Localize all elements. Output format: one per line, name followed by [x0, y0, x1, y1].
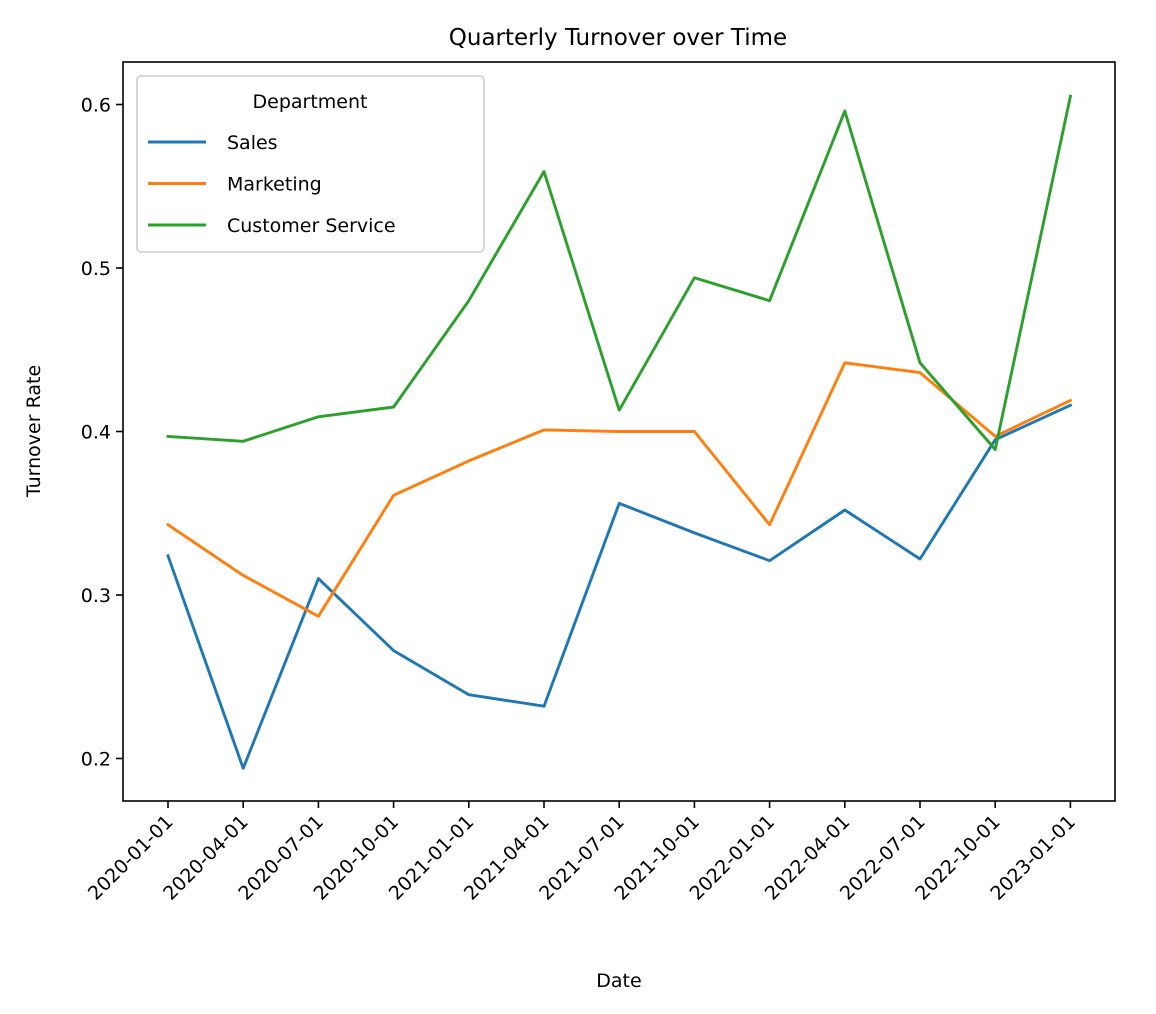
data-point-marketing [392, 493, 396, 497]
x-axis: 2020-01-012020-04-012020-07-012020-10-01… [84, 801, 1080, 905]
data-point-marketing [467, 459, 471, 463]
y-axis: 0.2 0.3 0.4 0.5 0.6 [81, 95, 123, 770]
data-point-marketing [241, 573, 245, 577]
series-layer [165, 94, 1073, 770]
data-point-marketing [542, 428, 546, 432]
y-tick-label: 0.4 [81, 422, 111, 444]
data-point-sales [316, 577, 320, 581]
data-point-customer-service [241, 439, 245, 443]
data-point-marketing [316, 614, 320, 618]
data-point-customer-service [467, 299, 471, 303]
data-point-sales [467, 693, 471, 697]
data-point-sales [166, 554, 170, 558]
series-line-marketing [165, 361, 1073, 618]
data-point-sales [241, 766, 245, 770]
legend-title: Department [253, 91, 368, 113]
data-point-sales [692, 531, 696, 535]
data-point-marketing [1068, 398, 1072, 402]
legend-label-sales: Sales [227, 132, 278, 154]
data-point-customer-service [692, 276, 696, 280]
data-point-marketing [692, 430, 696, 434]
data-point-sales [542, 704, 546, 708]
y-axis-label: Turnover Rate [23, 365, 45, 498]
data-point-sales [1068, 403, 1072, 407]
data-point-customer-service [542, 170, 546, 174]
series-line-sales [166, 403, 1073, 770]
data-point-marketing [918, 371, 922, 375]
data-point-customer-service [1068, 94, 1072, 98]
series-line-customer-service [166, 94, 1073, 451]
data-point-customer-service [316, 415, 320, 419]
data-point-marketing [617, 430, 621, 434]
data-point-sales [768, 559, 772, 563]
data-point-customer-service [768, 299, 772, 303]
y-tick-label: 0.6 [81, 95, 111, 117]
data-point-customer-service [392, 405, 396, 409]
data-point-sales [392, 649, 396, 653]
chart-title: Quarterly Turnover over Time [449, 25, 787, 51]
data-point-marketing [768, 523, 772, 527]
data-point-customer-service [993, 447, 997, 451]
data-point-customer-service [843, 109, 847, 113]
data-point-marketing [843, 361, 847, 365]
y-tick-label: 0.2 [81, 748, 111, 770]
data-point-sales [617, 501, 621, 505]
legend-label-marketing: Marketing [227, 174, 322, 196]
y-tick-label: 0.3 [81, 585, 111, 607]
data-point-customer-service [617, 408, 621, 412]
data-point-sales [918, 557, 922, 561]
legend-box [136, 75, 485, 253]
data-point-customer-service [918, 361, 922, 365]
data-point-marketing [166, 523, 170, 527]
y-tick-label: 0.5 [81, 258, 111, 280]
x-axis-label: Date [596, 970, 641, 992]
data-point-customer-service [166, 434, 170, 438]
legend: Department Sales Marketing Customer Servic… [136, 75, 485, 253]
legend-label-customer-service: Customer Service [227, 215, 396, 237]
data-point-sales [843, 508, 847, 512]
